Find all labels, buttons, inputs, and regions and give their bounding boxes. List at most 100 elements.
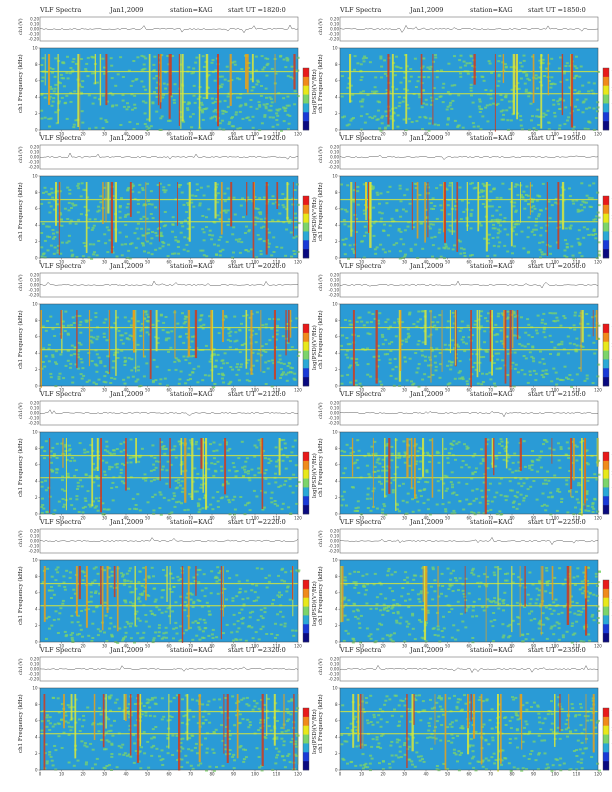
- sferic-spike: [107, 182, 110, 214]
- noise-cell: [43, 116, 47, 119]
- noise-cell: [48, 627, 51, 630]
- noise-cell: [487, 238, 491, 241]
- noise-cell: [565, 246, 569, 249]
- noise-cell: [52, 252, 56, 255]
- noise-cell: [85, 62, 89, 65]
- noise-cell: [541, 241, 545, 244]
- noise-cell: [470, 94, 473, 97]
- panel-header: VLF Spectra Jan1,2009 station=KAG start UT …: [40, 6, 298, 15]
- noise-cell: [421, 89, 425, 92]
- x-tick-label: 0: [39, 644, 42, 649]
- noise-cell: [178, 443, 182, 446]
- noise-cell: [471, 567, 475, 570]
- noise-cell: [439, 363, 443, 366]
- noise-cell: [132, 456, 135, 459]
- noise-cell: [432, 60, 435, 63]
- noise-cell: [596, 617, 600, 619]
- noise-cell: [196, 189, 200, 191]
- noise-cell: [597, 363, 601, 366]
- noise-cell: [532, 228, 536, 231]
- noise-cell: [238, 251, 242, 254]
- noise-cell: [205, 255, 209, 258]
- noise-cell: [40, 246, 44, 249]
- noise-cell: [390, 115, 394, 118]
- noise-cell: [294, 226, 298, 229]
- noise-cell: [363, 121, 367, 124]
- noise-cell: [162, 93, 166, 96]
- noise-cell: [207, 468, 211, 471]
- sferic-spike: [114, 182, 117, 243]
- colorbar-segment: [603, 359, 609, 369]
- noise-cell: [494, 104, 498, 106]
- noise-cell: [567, 447, 571, 450]
- noise-cell: [184, 629, 188, 632]
- noise-cell: [89, 591, 93, 594]
- noise-cell: [68, 449, 71, 452]
- noise-cell: [125, 108, 129, 111]
- sferic-spike: [454, 310, 456, 366]
- noise-cell: [549, 491, 553, 494]
- colorbar-segment: [303, 196, 309, 206]
- noise-cell: [586, 463, 590, 466]
- noise-cell: [457, 239, 461, 242]
- noise-cell: [378, 581, 382, 584]
- noise-cell: [365, 497, 369, 500]
- noise-cell: [530, 459, 534, 462]
- noise-cell: [566, 119, 569, 122]
- noise-cell: [479, 462, 483, 465]
- y-tick-label: 10: [332, 45, 338, 50]
- noise-cell: [251, 115, 255, 118]
- noise-cell: [270, 633, 274, 635]
- sferic-spike: [387, 54, 390, 125]
- noise-cell: [231, 368, 235, 371]
- noise-cell: [288, 219, 292, 222]
- noise-cell: [297, 351, 301, 354]
- noise-cell: [154, 466, 158, 469]
- noise-cell: [202, 573, 206, 576]
- noise-cell: [74, 62, 78, 65]
- y-tick-label: 10: [32, 557, 38, 562]
- x-tick-label: 40: [423, 260, 429, 265]
- x-tick-label: 60: [466, 516, 472, 521]
- noise-cell: [561, 634, 565, 637]
- noise-cell: [138, 509, 142, 512]
- noise-cell: [508, 623, 512, 626]
- noise-cell: [267, 360, 271, 363]
- noise-cell: [575, 445, 579, 448]
- y-tick-label: 6: [335, 462, 338, 467]
- noise-cell: [473, 471, 477, 473]
- noise-cell: [219, 465, 223, 468]
- noise-cell: [481, 195, 485, 198]
- noise-cell: [578, 367, 582, 370]
- noise-cell: [283, 107, 287, 110]
- noise-cell: [530, 464, 534, 467]
- wave-tick-label: -0.20: [29, 420, 40, 425]
- noise-cell: [230, 117, 234, 120]
- noise-cell: [280, 374, 284, 377]
- noise-cell: [547, 479, 551, 482]
- noise-cell: [40, 109, 44, 112]
- noise-cell: [474, 497, 478, 500]
- sferic-spike: [180, 54, 182, 129]
- noise-cell: [403, 194, 407, 197]
- noise-cell: [213, 383, 217, 385]
- noise-cell: [398, 510, 401, 513]
- noise-cell: [528, 467, 532, 470]
- noise-cell: [280, 129, 283, 132]
- noise-cell: [49, 376, 53, 379]
- noise-cell: [212, 474, 216, 477]
- noise-cell: [283, 483, 286, 486]
- noise-cell: [469, 83, 473, 86]
- noise-cell: [556, 353, 560, 356]
- noise-cell: [430, 349, 434, 352]
- noise-cell: [460, 247, 463, 250]
- noise-cell: [344, 603, 348, 606]
- noise-cell: [125, 206, 129, 209]
- noise-cell: [171, 55, 174, 57]
- noise-cell: [89, 329, 93, 332]
- noise-cell: [498, 442, 501, 445]
- noise-cell: [161, 448, 165, 450]
- noise-cell: [78, 323, 82, 326]
- noise-cell: [160, 596, 164, 599]
